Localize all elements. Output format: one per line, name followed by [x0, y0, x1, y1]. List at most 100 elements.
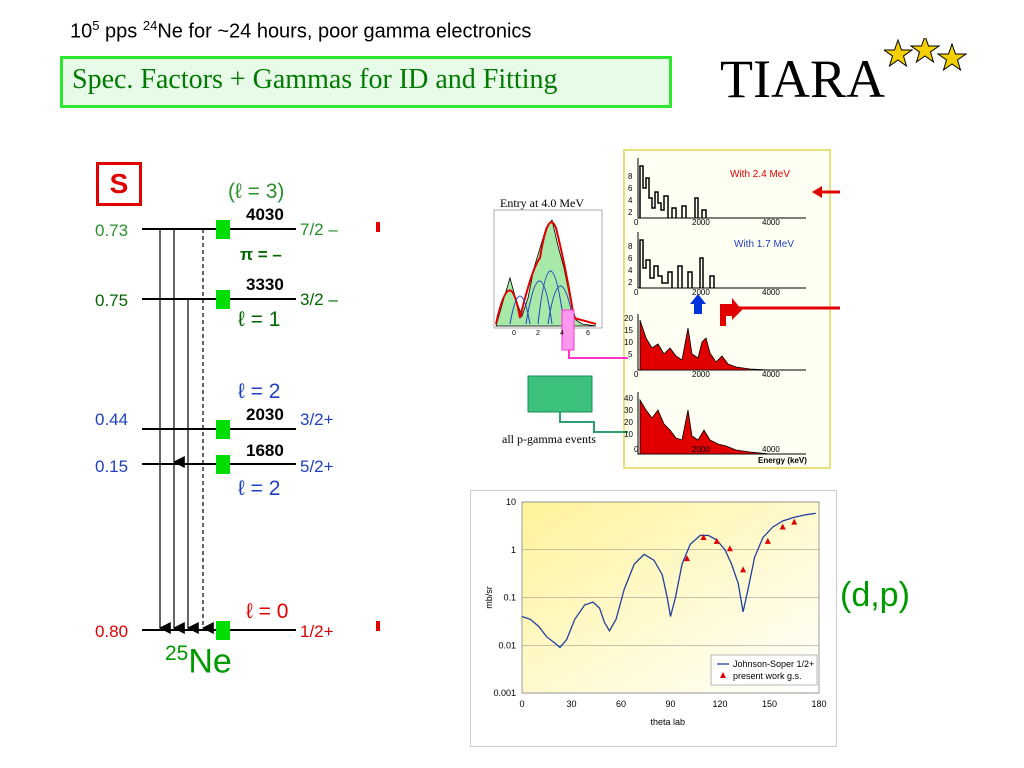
x-tick-label: 180: [811, 699, 826, 709]
h2-ytick-3: 2: [628, 278, 633, 287]
green-connector: [559, 412, 628, 433]
entry-tick-2: 4: [560, 330, 564, 337]
h3-ytick-3: 5: [628, 350, 633, 359]
x-tick-label: 0: [519, 699, 524, 709]
parity-label: π = –: [240, 245, 282, 264]
data-point: [740, 566, 747, 573]
all-events-label: all p-gamma events: [502, 432, 596, 446]
l-label-top: (ℓ = 3): [228, 180, 285, 203]
data-point: [764, 537, 771, 544]
blue-marker-arrow: [690, 294, 706, 314]
y-tick-label: 10: [506, 497, 516, 507]
h2-ytick-1: 6: [628, 254, 633, 263]
x-tick-label: 120: [712, 699, 727, 709]
entry-tick-3: 6: [586, 330, 590, 337]
h3-xtick-0: 0: [634, 370, 639, 379]
l-label-3330: ℓ = 1: [238, 308, 281, 331]
sfactor-2030: 0.44: [95, 410, 129, 429]
sfactor-gs: 0.80: [95, 622, 129, 641]
h4-ytick-3: 10: [624, 430, 633, 439]
h4-ytick-1: 30: [624, 406, 633, 415]
h3-ytick-2: 10: [624, 338, 633, 347]
l-label-1680: ℓ = 2: [238, 477, 281, 500]
h4-xtick-2: 4000: [762, 445, 780, 454]
h1-ytick-0: 8: [628, 172, 633, 181]
red-feedback-head: [812, 186, 822, 198]
x-tick-label: 30: [566, 699, 576, 709]
green-hatch: [527, 375, 593, 413]
level-scheme-lines: [142, 220, 380, 640]
hist-1: [637, 158, 806, 219]
h1-ytick-1: 6: [628, 184, 633, 193]
data-point: [779, 523, 786, 530]
y-tick-label: 0.1: [503, 593, 516, 603]
h3-ytick-0: 20: [624, 314, 633, 323]
h3-ytick-1: 15: [624, 326, 633, 335]
nucleus-label: 25Ne: [165, 642, 232, 681]
sfactor-3330: 0.75: [95, 291, 129, 310]
jpi-gs: 1/2+: [300, 622, 334, 641]
jpi-3330: 3/2 –: [300, 290, 338, 309]
star-icons: [884, 38, 968, 72]
h4-ytick-2: 20: [624, 418, 633, 427]
h4-ytick-0: 40: [624, 394, 633, 403]
sfactor-1680: 0.15: [95, 457, 129, 476]
energy-1680: 1680: [246, 441, 284, 460]
s-label-box: S: [96, 162, 142, 206]
x-tick-label: 90: [665, 699, 675, 709]
l-label-gs: ℓ = 0: [246, 600, 289, 623]
reaction-label: (d,p): [840, 576, 910, 614]
series-line-johnson-soper: [521, 512, 816, 649]
hist-label-24: With 2.4 MeV: [730, 169, 791, 180]
top-note: 105 pps 24Ne for ~24 hours, poor gamma e…: [70, 18, 532, 43]
star-icon: [936, 42, 968, 72]
jpi-1680: 5/2+: [300, 457, 334, 476]
red-marker-arrow: [720, 298, 742, 326]
entry-fit-blue: [509, 270, 575, 325]
entry-tick-0: 0: [512, 330, 516, 337]
data-point: [700, 534, 707, 541]
subtitle: Spec. Factors + Gammas for ID and Fittin…: [72, 64, 558, 95]
x-axis-label: theta lab: [651, 717, 686, 727]
data-point: [713, 537, 720, 544]
tiara-logo: TIARA: [720, 49, 885, 109]
magenta-connector: [568, 350, 628, 359]
h1-xtick-2: 4000: [762, 218, 780, 227]
h3-xtick-1: 2000: [692, 370, 710, 379]
data-point: [684, 555, 690, 562]
hist-2: [637, 232, 806, 289]
energy-3330: 3330: [246, 275, 284, 294]
h1-xtick-1: 2000: [692, 218, 710, 227]
energy-2030: 2030: [246, 405, 284, 424]
entry-tick-1: 2: [536, 330, 540, 337]
red-feedback-line2: [730, 306, 840, 310]
h4-xtick-1: 2000: [692, 445, 710, 454]
h2-xtick-2: 4000: [762, 288, 780, 297]
h2-ytick-0: 8: [628, 242, 633, 251]
h1-ytick-2: 4: [628, 196, 633, 205]
data-point: [791, 518, 798, 525]
legend-point-swatch: [720, 672, 726, 678]
star-icon: [884, 38, 914, 68]
green-marker-3330: [216, 290, 230, 309]
entry-label: Entry at 4.0 MeV: [500, 196, 584, 210]
legend-label-line: Johnson-Soper 1/2+: [733, 659, 814, 669]
green-marker-gs: [216, 621, 230, 640]
gamma-spectra-panel: [493, 149, 840, 469]
entry-fit-red: [495, 221, 597, 325]
green-marker-2030: [216, 420, 230, 439]
data-point: [726, 545, 733, 552]
y-tick-label: 0.001: [493, 688, 516, 698]
green-marker-4030: [216, 220, 230, 239]
hist-label-17: With 1.7 MeV: [734, 239, 795, 250]
green-marker-1680: [216, 455, 230, 474]
jpi-2030: 3/2+: [300, 410, 334, 429]
jpi-4030: 7/2 –: [300, 220, 338, 239]
hist-3: [637, 314, 806, 371]
red-arrow-bottom: [376, 621, 380, 631]
h3-xtick-2: 4000: [762, 370, 780, 379]
l-label-2030: ℓ = 2: [238, 380, 281, 403]
legend-label-points: present work g.s.: [733, 671, 802, 681]
h2-xtick-1: 2000: [692, 288, 710, 297]
